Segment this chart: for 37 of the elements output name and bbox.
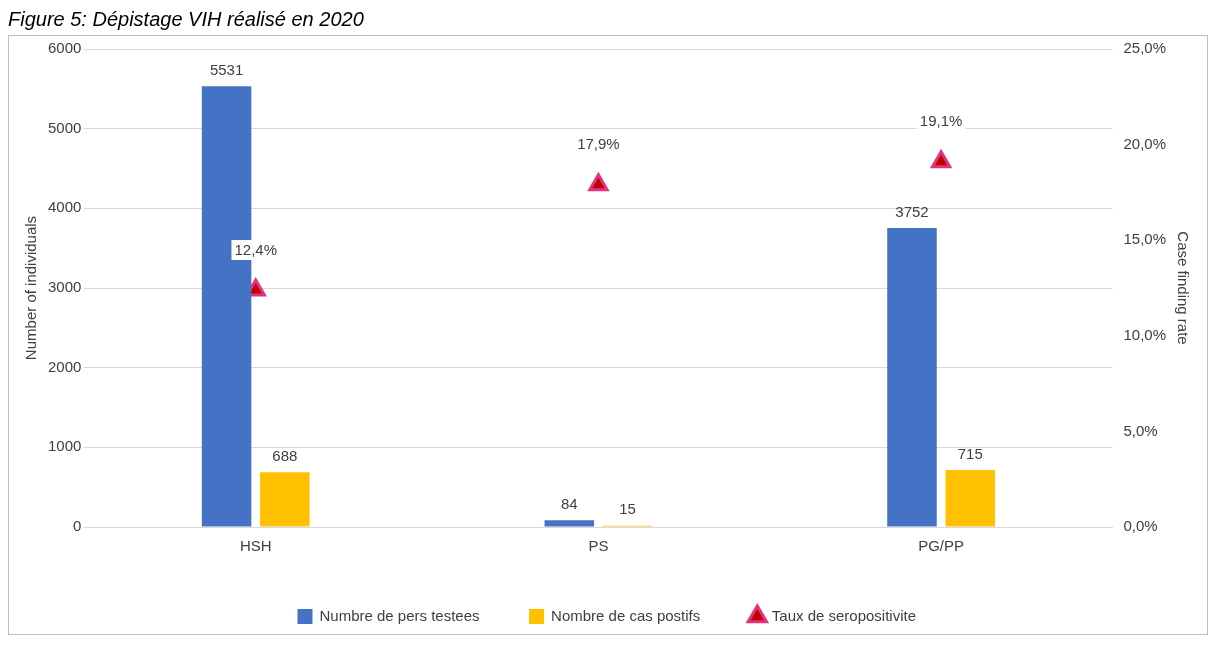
legend-label: Nombre de cas postifs [551, 606, 701, 624]
data-label: 5531 [209, 61, 244, 78]
data-label: 12,4% [234, 240, 277, 258]
y2-tick-label: 20,0% [1123, 134, 1167, 152]
x-tick-label: HSH [239, 537, 272, 555]
bar [887, 228, 937, 527]
y-tick-label: 0 [73, 517, 82, 535]
y2-tick-label: 10,0% [1123, 325, 1167, 343]
y-tick-label: 4000 [47, 198, 82, 216]
y-axis-title: Number of individuals [22, 215, 40, 361]
x-tick-label: PS [588, 537, 609, 555]
bar [544, 520, 595, 527]
y-tick-label: 5000 [47, 118, 82, 136]
bar [945, 470, 996, 527]
y2-tick-label: 0,0% [1123, 517, 1158, 535]
y-tick-label: 1000 [47, 437, 82, 455]
data-label: 84 [560, 494, 578, 512]
data-label: 17,9% [577, 135, 620, 153]
bar [260, 472, 310, 527]
legend-label: Numbre de pers testees [319, 606, 480, 624]
y-tick-label: 6000 [47, 39, 82, 57]
legend-label: Taux de seropositivite [771, 606, 917, 624]
y2-tick-label: 25,0% [1123, 39, 1167, 57]
y2-axis-title: Case finding rate [1174, 231, 1192, 345]
data-label: 715 [957, 444, 983, 462]
point [588, 173, 609, 192]
point [930, 150, 952, 169]
y2-tick-label: 5,0% [1123, 421, 1158, 439]
data-label: 19,1% [919, 112, 963, 130]
y-tick-label: 2000 [47, 357, 82, 375]
x-tick-label: PG/PP [918, 537, 965, 555]
data-label: 3752 [895, 202, 929, 220]
chart-title: Figure 5: Dépistage VIH réalisé en 2020 [8, 8, 365, 31]
y2-tick-label: 15,0% [1123, 230, 1167, 248]
data-label: 688 [272, 446, 298, 464]
y-tick-label: 3000 [47, 278, 82, 296]
data-label: 15 [619, 500, 636, 518]
